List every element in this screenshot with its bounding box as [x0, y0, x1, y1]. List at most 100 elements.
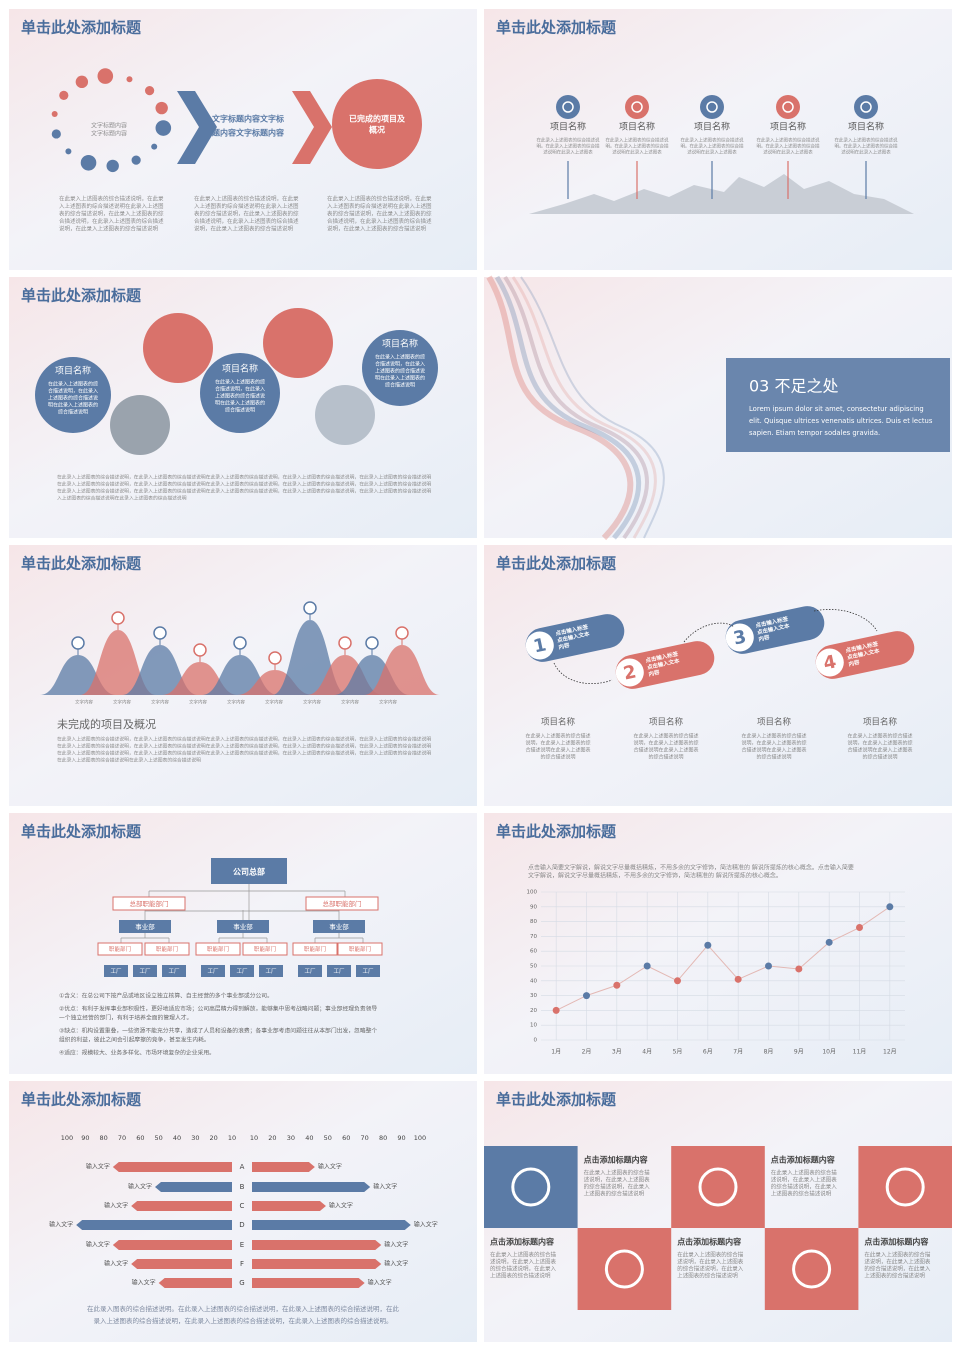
text: 工厂: [333, 968, 345, 975]
text: 文字内容: [75, 699, 93, 706]
slide-title: 单击此处添加标题: [496, 823, 617, 841]
text: 在此录入上述图表的综: [215, 379, 265, 386]
text: 在此录入上述图表的综合描: [677, 1251, 744, 1259]
text: 的综合描述说明，在此录入: [584, 1183, 651, 1191]
ring-dot: [75, 75, 89, 89]
marker: [704, 941, 712, 949]
ring-dot: [51, 110, 58, 117]
icon-box: [764, 1228, 859, 1310]
slide: 单击此处添加标题点击添加标题内容在此录入上述图表的综合描述说明，在此录入上述图表…: [484, 1081, 952, 1342]
text: 的综合描述说明，在此录入: [490, 1265, 557, 1273]
x-tick-label: 10月: [822, 1049, 836, 1056]
slide: 单击此处添加标题点击输入简要文字解说，解说文字尽量概括精炼，不用多余的文字修饰，…: [484, 813, 952, 1074]
text: 录入上述图表的综合描述说明，在此录入上述图表的综合描述说明，在此录入上述图表的综…: [94, 1316, 393, 1325]
ring-dot: [144, 86, 155, 96]
text: 上述图表的综合描述说明: [864, 1272, 925, 1280]
text: 在此录入上述图表的综合描述: [525, 733, 590, 740]
text: 文字内容: [303, 699, 321, 706]
bar-label: 输入文字: [104, 1202, 128, 1210]
org-box: [133, 965, 157, 977]
text: 述说明，在此录入上述图表: [490, 1258, 557, 1266]
slide-title: 单击此处添加标题: [21, 1091, 142, 1109]
slide-title: 单击此处添加标题: [496, 1091, 617, 1109]
icon-circle: [700, 95, 724, 119]
category-label: D: [239, 1221, 244, 1229]
bar-label: 输入文字: [49, 1221, 73, 1229]
text: 说明，在此录入上述图表的综: [847, 740, 912, 747]
blue-circle: [362, 330, 438, 406]
bar: [252, 1182, 371, 1192]
text: 4: [822, 651, 839, 674]
text: 在此录入上述图表的综合描述说明，在此录入上述图表的综合描述说明在此录入上述图表的…: [57, 481, 431, 488]
icon-box: [577, 1228, 672, 1310]
bar: [131, 1259, 232, 1269]
slide: 单击此处添加标题文字标题内容文字标题内容文字标题内容文字标题内容文字标题内容已完…: [9, 9, 477, 270]
step-num-bg: [615, 658, 644, 687]
org-box: [230, 965, 254, 977]
category-label: A: [240, 1163, 245, 1171]
y-tick-label: 30: [530, 993, 537, 999]
text: 工厂: [304, 968, 316, 975]
text: 文字标题内容文字标: [212, 114, 284, 124]
x-tick-label: 100: [61, 1134, 73, 1142]
y-tick-label: 20: [530, 1008, 537, 1014]
org-box: [292, 942, 338, 956]
x-tick-label: 80: [379, 1134, 387, 1142]
text: 述说明在此录入上述图表: [841, 149, 891, 156]
mountains: [529, 174, 914, 214]
marker: [825, 938, 833, 946]
x-tick-label: 3月: [612, 1049, 622, 1056]
text: 在此录入上述图表的综合描: [490, 1251, 557, 1259]
text: 在此录入图表的综合描述说明。在此录入上述图表的综合描述说明，在此录入上述图表的综…: [87, 1304, 400, 1313]
text: 在此录入上述图表的综合描述说: [835, 137, 898, 144]
text: 文字内容: [189, 699, 207, 706]
text: 表的综合描述说明，在此录入上述图表的综: [194, 210, 299, 218]
text: 项目名称: [694, 121, 730, 133]
text: 述说明，在此录入上述图表: [771, 1176, 838, 1184]
pin: [395, 626, 409, 640]
x-tick-label: 10: [228, 1134, 236, 1142]
slide-title: 单击此处添加标题: [21, 287, 142, 305]
bar: [252, 1278, 365, 1288]
ring-dot: [126, 76, 133, 83]
text: 工厂: [265, 968, 277, 975]
text: 工厂: [362, 968, 374, 975]
text: 项目名称: [863, 717, 898, 728]
text: 题内容文字标题内容: [211, 128, 284, 138]
org-box: [144, 942, 190, 956]
bar-label: 输入文字: [384, 1241, 408, 1249]
text: 在此录入上述图表的综合描述说: [537, 137, 600, 144]
text: 合描述说明，在此录入: [375, 361, 425, 368]
bar: [112, 1162, 232, 1172]
text: 说明，在此录入上述图表的综: [741, 740, 806, 747]
text: 内容: [558, 641, 571, 651]
text: 综合描述说明: [225, 407, 255, 414]
text: 工厂: [139, 968, 151, 975]
bump: [364, 645, 440, 695]
y-tick-label: 60: [530, 949, 537, 955]
text: 合描述说明，在此录入: [215, 386, 265, 393]
text: 说明，在此录入上述图表的综合描述说明: [194, 225, 294, 233]
bar: [252, 1259, 382, 1269]
org-box: [259, 965, 283, 977]
x-tick-label: 50: [155, 1134, 163, 1142]
text: 上述图表的综合描述说明: [584, 1190, 645, 1198]
text: 说明，在此录入上述图表的综: [633, 740, 698, 747]
text: 在此录入上述图表的综合描述说: [681, 137, 744, 144]
pin: [153, 626, 167, 640]
text: 项目名称: [222, 363, 258, 375]
slide: 单击此处添加标题 1点击输入标签点击输入文本内容2点击输入标签点击输入文本内容3点…: [484, 545, 952, 806]
text: 项目名称: [550, 121, 586, 133]
x-tick-label: 100: [414, 1134, 426, 1142]
text: 工厂: [110, 968, 122, 975]
marker: [765, 962, 772, 970]
bar-label: 输入文字: [329, 1202, 353, 1210]
pin: [303, 601, 317, 615]
blue-circle: [35, 357, 111, 433]
ring-dot: [155, 101, 168, 115]
text: 点击输入简要文字解说，解说文字尽量概括精炼，不用多余的文字修饰，简洁精准的 解说…: [528, 864, 854, 872]
text: 表的综合描述说明，在此录入上述图表的综: [327, 210, 432, 218]
text: ①含义：在总公司下按产品或地区设立独立核算、自主经营的多个事业部或分公司。: [59, 992, 273, 1000]
text: 一个独立经营的部门，有利于培养全面的管理人才。: [59, 1014, 192, 1022]
ring-dot: [65, 148, 72, 155]
